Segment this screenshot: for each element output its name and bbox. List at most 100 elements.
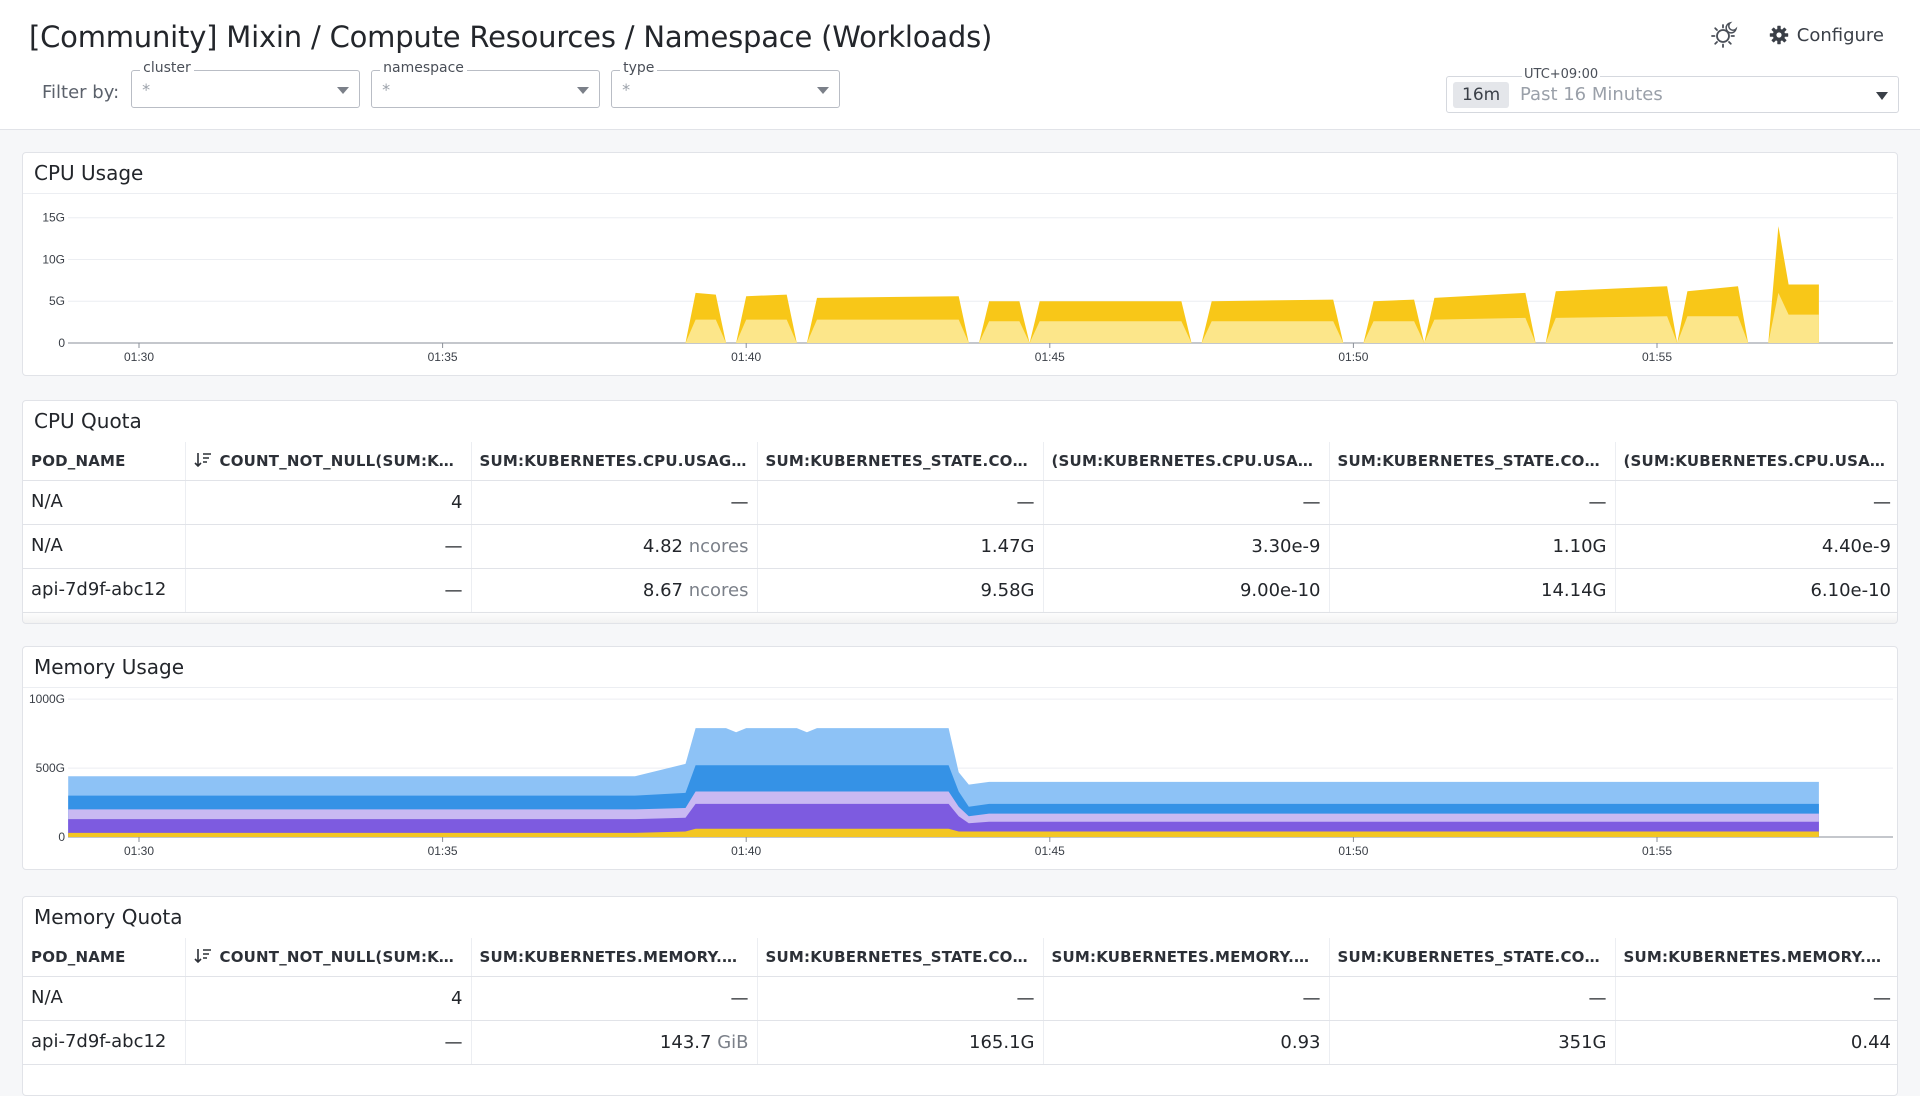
column-header-memory-usage[interactable]: SUM:KUBERNETES.MEMORY.WO... — [471, 938, 758, 977]
namespace-filter[interactable]: namespace * — [371, 60, 601, 108]
x-tick-label: 01:30 — [124, 350, 154, 364]
usage-value: 8.67 — [642, 579, 683, 601]
table-row[interactable]: N/A — 4.82 ncores 1.47G 3.30e-9 1.10G 4.… — [23, 524, 1897, 569]
cpu-quota-widget: CPU Quota POD_NAME COUNT_NOT_NULL(SUM:KU… — [22, 400, 1898, 624]
x-tick-label: 01:30 — [124, 844, 154, 858]
requests-pct-cell: — — [1043, 480, 1330, 525]
column-header-memory-requests[interactable]: SUM:KUBERNETES_STATE.CONTA... — [757, 938, 1044, 977]
limits-cell: 351G — [1329, 1020, 1616, 1065]
pod-name-cell: api-7d9f-abc12 — [23, 1020, 186, 1065]
column-header-memory-limits[interactable]: SUM:KUBERNETES_STATE.CONTA... — [1329, 938, 1616, 977]
sort-desc-icon — [193, 949, 211, 964]
filter-value: * — [382, 80, 391, 99]
y-tick-label: 0 — [58, 830, 65, 844]
column-header-cpu-requests-pct[interactable]: (SUM:KUBERNETES.CPU.USAGE.T... — [1043, 442, 1330, 481]
table-row[interactable]: N/A 4 — — — — — — [23, 976, 1897, 1021]
requests-pct-cell: 3.30e-9 — [1043, 524, 1330, 569]
limits-pct-cell: — — [1615, 480, 1897, 525]
limits-pct-cell: — — [1615, 976, 1897, 1021]
cpu-series-area — [685, 292, 1819, 343]
cpu-usage-widget[interactable]: CPU Usage 0 5G 10G 15G 01:30 01:35 01:40 01:45 0… — [22, 152, 1898, 376]
limits-pct-cell: 0.44 — [1615, 1020, 1897, 1065]
count-cell: — — [185, 1020, 472, 1065]
widget-title: Memory Usage — [34, 655, 185, 679]
column-header-memory-limits-pct[interactable]: SUM:KUBERNETES.MEMORY.WO... — [1615, 938, 1897, 977]
sun-moon-icon — [1710, 21, 1738, 48]
usage-cell: 8.67 ncores — [471, 568, 758, 613]
cluster-filter[interactable]: cluster * — [131, 60, 361, 108]
x-tick-label: 01:35 — [428, 350, 458, 364]
sort-desc-icon — [193, 453, 211, 468]
count-cell: 4 — [185, 976, 472, 1021]
x-tick-label: 01:35 — [428, 844, 458, 858]
filter-name: type — [620, 60, 658, 76]
usage-cell: 143.7 GiB — [471, 1020, 758, 1065]
column-header-pod-name[interactable]: POD_NAME — [23, 442, 186, 481]
widget-title: CPU Quota — [34, 409, 142, 433]
memory-usage-widget[interactable]: Memory Usage 0 500G 1000G 01:30 01:35 01:40 01… — [22, 646, 1898, 870]
requests-cell: 1.47G — [757, 524, 1044, 569]
count-cell: — — [185, 568, 472, 613]
page-title: [Community] Mixin / Compute Resources / … — [29, 20, 993, 54]
column-header-cpu-limits[interactable]: SUM:KUBERNETES_STATE.CONTA... — [1329, 442, 1616, 481]
usage-value: 143.7 — [659, 1031, 712, 1053]
requests-pct-cell: 9.00e-10 — [1043, 568, 1330, 613]
usage-value: — — [730, 987, 749, 1009]
memory-series-area — [68, 828, 1819, 837]
column-header-cpu-limits-pct[interactable]: (SUM:KUBERNETES.CPU.USAGE.T... — [1615, 442, 1897, 481]
column-header-count[interactable]: COUNT_NOT_NULL(SUM:KUB... — [185, 442, 472, 481]
memory-series-area — [68, 803, 1819, 837]
table-row[interactable]: N/A 4 — — — — — — [23, 480, 1897, 525]
pod-name-cell: N/A — [23, 976, 186, 1021]
filter-value: * — [622, 80, 631, 99]
filter-label: Filter by: — [42, 81, 120, 103]
x-tick-label: 01:45 — [1035, 844, 1065, 858]
table-header-row: POD_NAME COUNT_NOT_NULL(SUM:KUB... SUM:K… — [23, 442, 1897, 481]
scroll-shadow — [23, 611, 1897, 623]
x-tick-label: 01:55 — [1642, 350, 1672, 364]
filter-value: * — [142, 80, 151, 99]
usage-unit: ncores — [688, 535, 749, 557]
configure-button[interactable]: Configure — [1769, 25, 1884, 46]
count-cell: — — [185, 524, 472, 569]
usage-cell: — — [471, 480, 758, 525]
usage-value: — — [730, 491, 749, 513]
limits-cell: 14.14G — [1329, 568, 1616, 613]
x-tick-label: 01:45 — [1035, 350, 1065, 364]
limits-cell: — — [1329, 480, 1616, 525]
requests-pct-cell: 0.93 — [1043, 1020, 1330, 1065]
timezone-label: UTC+09:00 — [1522, 67, 1601, 82]
requests-pct-cell: — — [1043, 976, 1330, 1021]
time-range-badge: 16m — [1453, 82, 1510, 108]
limits-cell: — — [1329, 976, 1616, 1021]
table-header-row: POD_NAME COUNT_NOT_NULL(SUM:KUB... SUM:K… — [23, 938, 1897, 977]
column-header-pod-name[interactable]: POD_NAME — [23, 938, 186, 977]
x-tick-label: 01:40 — [731, 350, 761, 364]
column-header-memory-requests-pct[interactable]: SUM:KUBERNETES.MEMORY.WO... — [1043, 938, 1330, 977]
filter-bar: Filter by: cluster * namespace * type * — [42, 60, 851, 108]
x-tick-label: 01:40 — [731, 844, 761, 858]
table-row[interactable]: api-7d9f-abc12 — 8.67 ncores 9.58G 9.00e… — [23, 568, 1897, 613]
y-tick-label: 15G — [42, 211, 65, 225]
memory-usage-chart[interactable]: 0 500G 1000G 01:30 01:35 01:40 01:45 01:50 01:55 — [23, 647, 1898, 870]
y-tick-label: 10G — [42, 252, 65, 266]
column-header-cpu-usage[interactable]: SUM:KUBERNETES.CPU.USAGE.T... — [471, 442, 758, 481]
column-header-label: COUNT_NOT_NULL(SUM:KUB... — [219, 452, 471, 471]
chevron-down-icon — [1876, 92, 1888, 100]
theme-toggle-button[interactable] — [1707, 18, 1741, 52]
limits-pct-cell: 6.10e-10 — [1615, 568, 1897, 613]
cpu-usage-chart[interactable]: 0 5G 10G 15G 01:30 01:35 01:40 01:45 01:50 01:55 — [23, 153, 1898, 376]
requests-cell: 9.58G — [757, 568, 1044, 613]
x-tick-label: 01:50 — [1338, 350, 1368, 364]
y-tick-label: 5G — [49, 294, 65, 308]
usage-cell: — — [471, 976, 758, 1021]
column-header-cpu-requests[interactable]: SUM:KUBERNETES_STATE.CONTA... — [757, 442, 1044, 481]
filter-name: namespace — [380, 60, 467, 76]
pod-name-cell: N/A — [23, 524, 186, 569]
table-row[interactable]: api-7d9f-abc12 — 143.7 GiB 165.1G 0.93 3… — [23, 1020, 1897, 1065]
requests-cell: — — [757, 480, 1044, 525]
configure-label: Configure — [1796, 24, 1884, 46]
type-filter[interactable]: type * — [611, 60, 841, 108]
column-header-count[interactable]: COUNT_NOT_NULL(SUM:KUB... — [185, 938, 472, 977]
time-range-picker[interactable]: 16m Past 16 Minutes — [1446, 76, 1899, 113]
